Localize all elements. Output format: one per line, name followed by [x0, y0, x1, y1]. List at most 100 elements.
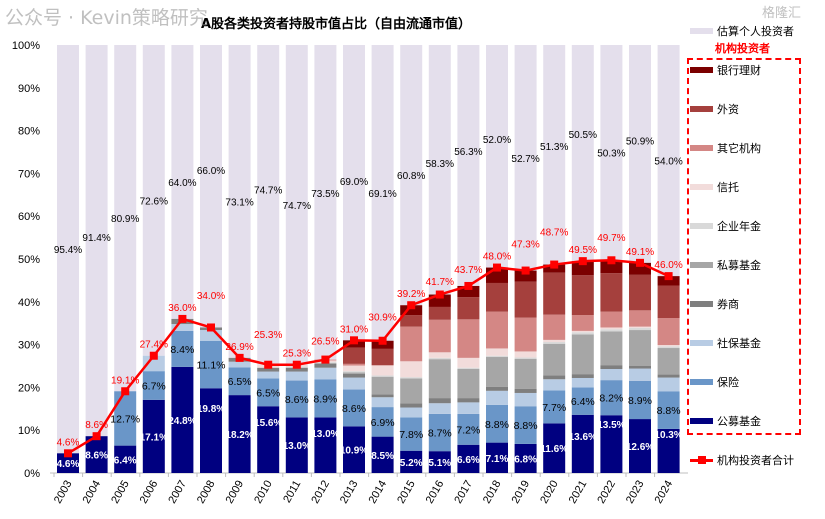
bar-segment-9 — [514, 270, 537, 282]
insurance-label: 8.2% — [599, 393, 623, 405]
bar-segment-5 — [629, 327, 651, 331]
total-label: 48.0% — [483, 252, 511, 263]
total-label: 41.7% — [426, 277, 454, 288]
bar-segment-0 — [114, 445, 137, 473]
bar-segment-8 — [657, 285, 680, 319]
y-tick-label: 50% — [18, 254, 40, 266]
bar-segment-2 — [257, 371, 280, 379]
institution-total-marker — [378, 336, 387, 345]
bar-segment-individual — [400, 45, 423, 306]
bar-segment-6 — [571, 330, 594, 333]
bar-segment-4 — [428, 359, 451, 399]
individual-label: 58.3% — [426, 159, 454, 170]
bar-segment-1 — [514, 406, 537, 444]
bar-segment-7 — [428, 319, 451, 353]
bar-segment-9 — [657, 276, 680, 286]
x-tick-label: 2008 — [195, 479, 218, 506]
bar-segment-0 — [57, 453, 79, 473]
bar-segment-5 — [657, 346, 680, 349]
bar-segment-0 — [514, 443, 537, 473]
bar-segment-5 — [400, 377, 423, 379]
insurance-label: 8.6% — [342, 403, 366, 415]
x-tick-label: 2018 — [481, 479, 504, 506]
bar-segment-5 — [343, 371, 365, 373]
x-tick-label: 2003 — [52, 479, 75, 506]
x-tick-label: 2007 — [166, 479, 189, 506]
bar-segment-0 — [171, 366, 194, 473]
institution-total-marker — [464, 281, 473, 290]
legend-label: 企业年金 — [717, 220, 761, 233]
total-label: 19.1% — [111, 375, 139, 386]
public-fund-label: 13.0% — [311, 429, 339, 440]
insurance-label: 6.5% — [228, 376, 252, 388]
bar-segment-0 — [457, 444, 480, 473]
x-tick-label: 2024 — [653, 479, 676, 506]
public-fund-label: 13.5% — [597, 420, 625, 431]
legend-item-individual: 估算个人投资者 — [690, 23, 794, 39]
bar-segment-5 — [543, 342, 566, 344]
individual-label: 69.1% — [368, 189, 396, 200]
legend-swatch — [690, 184, 713, 190]
bar-segment-0 — [571, 414, 594, 473]
institution-total-line — [67, 259, 670, 455]
institution-total-marker — [121, 387, 130, 396]
bar-segment-1 — [657, 391, 680, 429]
total-label: 25.3% — [283, 349, 311, 360]
bar-segment-1 — [629, 380, 651, 420]
institution-total-marker — [292, 360, 301, 369]
watermark-logo: 格隆汇 — [762, 6, 802, 21]
bar-segment-individual — [486, 45, 508, 268]
bar-segment-5 — [457, 367, 480, 369]
individual-label: 80.9% — [111, 214, 139, 225]
bar-segment-4 — [514, 358, 537, 389]
bar-segment-4 — [629, 330, 651, 366]
legend-swatch — [690, 223, 713, 229]
legend-swatch — [690, 379, 713, 385]
bar-segment-individual — [57, 45, 79, 454]
bar-segment-8 — [543, 272, 566, 315]
bar-segment-individual — [314, 45, 337, 360]
public-fund-label: 19.8% — [197, 404, 225, 415]
bar-segment-1 — [343, 389, 365, 427]
legend-swatch — [690, 418, 713, 424]
x-tick-label: 2022 — [595, 479, 618, 506]
total-label: 36.0% — [168, 303, 196, 314]
insurance-label: 7.8% — [399, 429, 423, 441]
chart-title: A股各类投资者持股市值占比（自由流通市值） — [200, 17, 472, 32]
bar-segment-7 — [600, 311, 623, 328]
legend-swatch — [690, 455, 713, 464]
legend-item-4: 私募基金 — [690, 257, 761, 273]
bar-segment-0 — [200, 388, 222, 473]
bar-segment-2 — [457, 402, 480, 414]
bar-segment-individual — [257, 45, 280, 365]
bar-segment-individual — [142, 45, 165, 356]
individual-label: 56.3% — [454, 147, 482, 158]
bar-segment-1 — [600, 380, 623, 416]
bar-segment-9 — [600, 260, 623, 274]
bar-segment-individual — [228, 45, 251, 358]
x-tick-label: 2021 — [567, 479, 590, 506]
institution-total-marker — [321, 355, 330, 364]
bar-segment-6 — [343, 365, 365, 372]
total-label: 46.0% — [654, 260, 682, 271]
bar-segment-2 — [629, 368, 651, 381]
bar-segment-2 — [400, 407, 423, 418]
legend-item-2: 社保基金 — [690, 335, 761, 351]
individual-label: 50.5% — [569, 130, 597, 141]
bar-segment-2 — [600, 368, 623, 381]
bar-segment-individual — [657, 45, 680, 277]
public-fund-label: 24.8% — [168, 416, 196, 427]
individual-label: 69.0% — [340, 177, 368, 188]
x-tick-label: 2004 — [81, 479, 104, 506]
institution-total-marker — [92, 432, 101, 441]
bar-segment-1 — [314, 379, 337, 418]
bar-segment-8 — [629, 274, 651, 311]
individual-label: 66.0% — [197, 166, 225, 177]
x-tick-label: 2014 — [367, 479, 390, 506]
public-fund-label: 15.6% — [254, 418, 282, 429]
y-tick-label: 90% — [18, 83, 40, 95]
total-label: 47.3% — [511, 240, 539, 251]
y-tick-label: 30% — [18, 340, 40, 352]
institution-total-marker — [435, 290, 444, 299]
